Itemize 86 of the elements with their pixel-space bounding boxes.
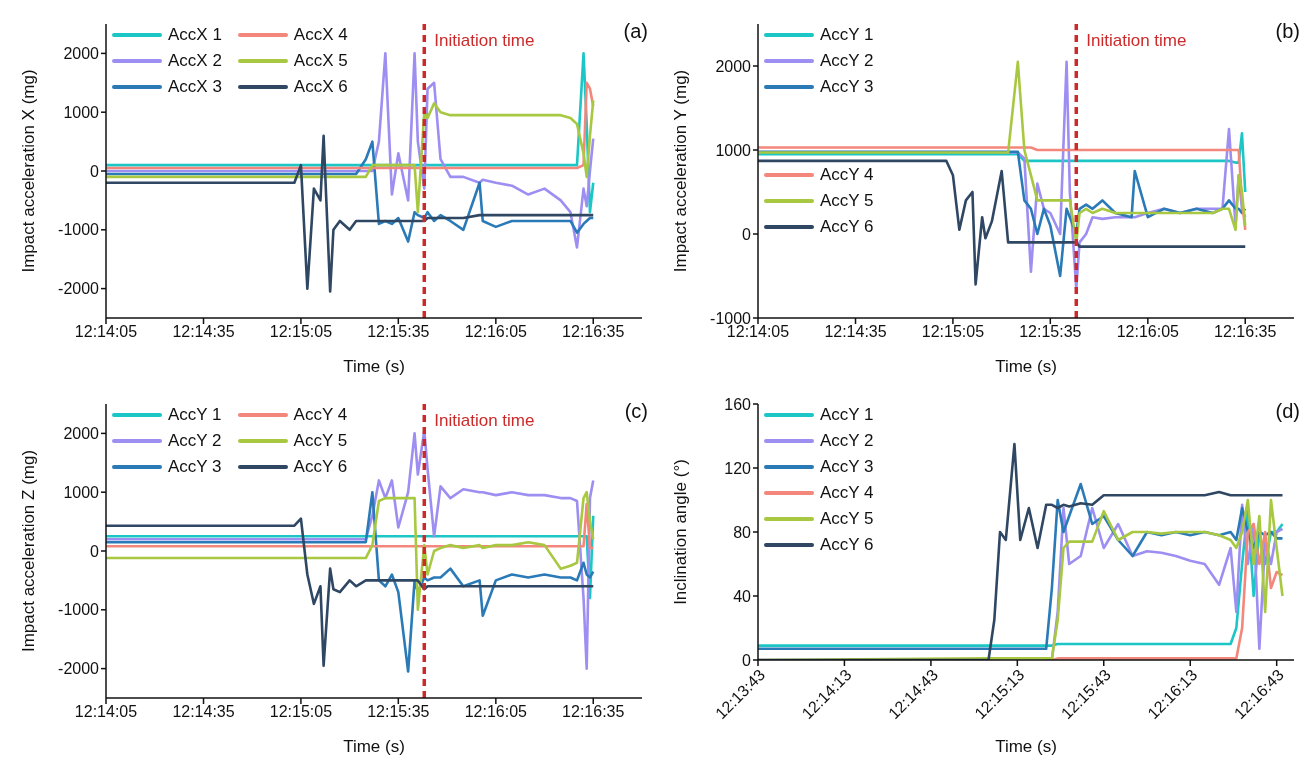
legend-label: AccY 4 [293, 405, 348, 425]
x-tick-label: 12:14:05 [726, 323, 790, 341]
line-series [106, 490, 595, 612]
y-tick-label: 1000 [715, 141, 752, 159]
legend-label: AccY 6 [820, 217, 874, 237]
y-tick-label: 120 [724, 459, 752, 477]
x-tick-label: 12:14:35 [172, 323, 235, 341]
annotation: (d) [1275, 400, 1300, 423]
legend-label: AccY 1 [820, 25, 874, 45]
line-series [106, 99, 595, 214]
line-series [106, 134, 595, 293]
y-tick-label: 0 [90, 162, 100, 180]
x-axis-title: Time (s) [343, 357, 405, 376]
x-tick-label: 12:15:05 [921, 323, 985, 341]
y-tick-label: 0 [742, 225, 752, 243]
x-tick-label: 12:15:35 [367, 323, 430, 341]
x-tick-label: 12:16:35 [1214, 323, 1277, 341]
x-tick-label: 12:14:35 [172, 703, 235, 721]
x-axis-title: Time (s) [995, 357, 1057, 376]
x-tick-label: 12:15:35 [1019, 323, 1082, 341]
y-tick-label: 80 [733, 523, 752, 541]
ref-line-label: Initiation time [1086, 31, 1187, 50]
y-tick-label: 40 [733, 587, 752, 605]
legend-label: AccX 6 [293, 77, 348, 97]
y-tick-label: 2000 [63, 425, 100, 443]
x-tick-label: 12:15:05 [269, 323, 333, 341]
legend-label: AccY 6 [820, 535, 874, 555]
line-series [758, 131, 1247, 194]
x-tick-label: 12:16:05 [1116, 323, 1180, 341]
ref-line-label: Initiation time [434, 411, 535, 430]
y-tick-label: 1000 [63, 483, 100, 501]
legend-label: AccY 5 [820, 509, 874, 529]
y-tick-label: -2000 [58, 280, 100, 298]
legend-label: AccX 5 [293, 51, 348, 71]
y-tick-label: -2000 [58, 660, 100, 678]
x-tick-label: 12:15:35 [367, 703, 430, 721]
line-series [106, 52, 595, 249]
legend-label: AccY 1 [820, 405, 874, 425]
y-tick-label: -1000 [58, 221, 100, 239]
x-tick-label: 12:14:05 [74, 323, 138, 341]
legend-label: AccX 1 [168, 25, 222, 45]
x-axis-title: Time (s) [995, 737, 1057, 756]
y-tick-label: 2000 [715, 57, 752, 75]
annotation: (a) [623, 20, 648, 43]
ref-line-label: Initiation time [434, 31, 535, 50]
legend-label: AccX 2 [168, 51, 222, 71]
line-series [106, 140, 595, 243]
x-tick-label: 12:16:35 [562, 323, 625, 341]
legend-label: AccY 3 [820, 457, 874, 477]
y-tick-label: 0 [742, 651, 752, 669]
annotation: (b) [1275, 20, 1300, 43]
line-series [106, 429, 595, 670]
x-tick-label: 12:15:05 [269, 703, 333, 721]
annotation: (c) [624, 400, 648, 423]
legend-label: AccX 3 [168, 77, 222, 97]
legend-label: AccY 4 [820, 483, 874, 503]
legend-label: AccY 2 [820, 431, 874, 451]
legend-label: AccY 5 [293, 431, 348, 451]
x-tick-label: 12:14:35 [824, 323, 887, 341]
line-series [106, 490, 595, 673]
y-tick-label: -1000 [58, 601, 100, 619]
line-series [106, 517, 595, 667]
y-axis-title: Inclination angle (°) [671, 459, 691, 605]
x-tick-label: 12:16:35 [562, 703, 625, 721]
x-axis-title: Time (s) [343, 737, 405, 756]
line-series [758, 146, 1247, 232]
legend-label: AccY 4 [820, 165, 874, 185]
x-tick-label: 12:16:05 [464, 703, 528, 721]
y-axis-title: Impact acceleration Y (mg) [671, 69, 691, 273]
y-tick-label: 1000 [63, 103, 100, 121]
x-tick-label: 12:14:05 [74, 703, 138, 721]
legend-label: AccY 1 [168, 405, 222, 425]
y-tick-label: 2000 [63, 45, 100, 63]
x-tick-label: 12:16:05 [464, 323, 528, 341]
legend-label: AccY 6 [293, 457, 348, 477]
y-axis-title: Impact acceleration X (mg) [19, 69, 39, 273]
y-axis-title: Impact acceleration Z (mg) [19, 449, 39, 653]
legend-label: AccY 5 [820, 191, 874, 211]
legend-label: AccY 3 [168, 457, 222, 477]
y-tick-label: 0 [90, 542, 100, 560]
y-tick-label: 160 [724, 395, 752, 413]
legend-label: AccY 3 [820, 77, 874, 97]
line-series [106, 81, 595, 170]
legend-label: AccY 2 [820, 51, 874, 71]
legend-label: AccY 2 [168, 431, 222, 451]
legend-label: AccX 4 [293, 25, 348, 45]
